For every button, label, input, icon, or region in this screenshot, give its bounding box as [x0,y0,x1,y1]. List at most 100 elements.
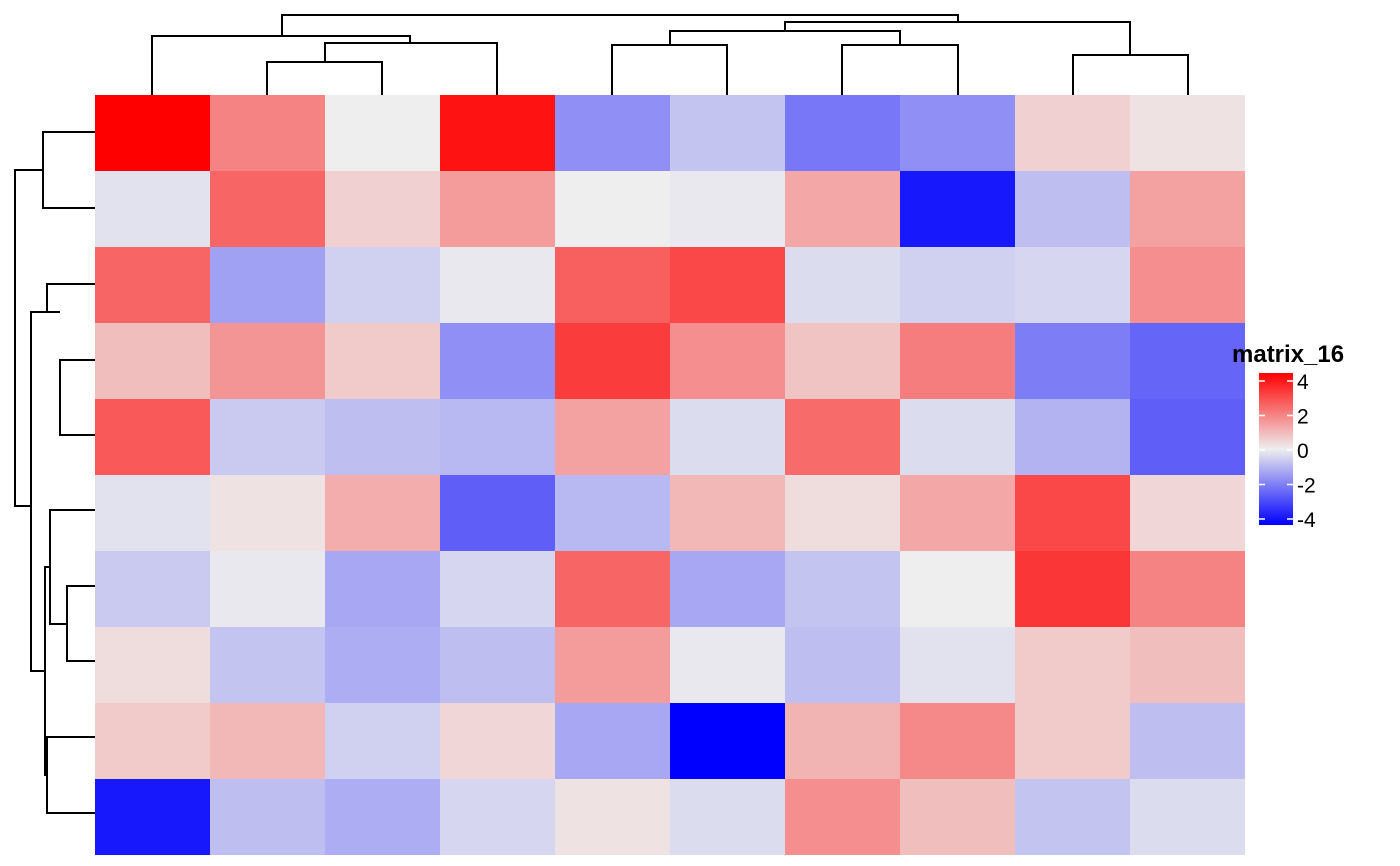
heatmap-cell [325,247,440,323]
heatmap-cell [785,323,900,399]
heatmap-cell [785,627,900,703]
legend-tick-label: 2 [1297,406,1309,429]
heatmap-cell [325,703,440,779]
heatmap-cell [1015,551,1130,627]
heatmap-cell [95,475,210,551]
heatmap-cell [1015,247,1130,323]
heatmap-cell [670,779,785,855]
heatmap-cell [95,171,210,247]
heatmap-cell [210,323,325,399]
heatmap-cell [1130,627,1245,703]
heatmap-cell [555,627,670,703]
column-dendrogram [151,14,1189,95]
heatmap-cell [440,551,555,627]
heatmap-cell [325,323,440,399]
heatmap-cell [210,171,325,247]
heatmap-cell [440,247,555,323]
heatmap-cell [440,475,555,551]
heatmap-cell [785,703,900,779]
heatmap-cell [785,171,900,247]
heatmap-cell [555,399,670,475]
heatmap-cell [670,171,785,247]
legend-tick-label: 4 [1297,371,1309,394]
column-dendrogram-branch [266,61,383,95]
heatmap-cell [670,551,785,627]
heatmap-cell [670,95,785,171]
heatmap-cell [210,399,325,475]
heatmap-cell [325,95,440,171]
row-dendrogram-branch [49,509,95,625]
heatmap-cell [900,779,1015,855]
heatmap-cell [670,399,785,475]
heatmap-cell [1130,551,1245,627]
legend-tick-label: -2 [1297,475,1316,498]
heatmap-cell [900,703,1015,779]
heatmap-cell [95,247,210,323]
heatmap-cell [900,475,1015,551]
heatmap-cell [1015,171,1130,247]
heatmap-cell [785,95,900,171]
heatmap-cell [670,323,785,399]
heatmap-cell [785,475,900,551]
heatmap-cell [900,247,1015,323]
heatmap-cell [440,323,555,399]
column-dendrogram-branch [324,42,498,95]
heatmap-cell [1130,475,1245,551]
heatmap-cell [555,551,670,627]
heatmap-cell [210,551,325,627]
heatmap-cell [900,95,1015,171]
heatmap-cell [210,703,325,779]
heatmap-cell [555,323,670,399]
heatmap-cell [1015,703,1130,779]
heatmap-cell [1015,399,1130,475]
legend-title: matrix_16 [1232,341,1344,368]
heatmap-cell [95,627,210,703]
heatmap-cell [95,399,210,475]
heatmap-cell [440,703,555,779]
heatmap-cell [900,399,1015,475]
heatmap-cell [95,703,210,779]
heatmap-cell [900,171,1015,247]
heatmap-cell [325,475,440,551]
heatmap-cell [1130,323,1245,399]
heatmap-cell [440,171,555,247]
heatmap-cell [1015,627,1130,703]
legend-tick-label: -4 [1297,509,1316,532]
heatmap-cell [785,551,900,627]
heatmap-cell [440,95,555,171]
heatmap-cell [210,475,325,551]
legend-tick-label: 0 [1297,440,1309,463]
heatmap-cell [440,779,555,855]
heatmap-cell [555,247,670,323]
heatmap-cell [440,399,555,475]
heatmap-cell [670,475,785,551]
row-dendrogram-branch [59,359,95,436]
heatmap-cell [785,779,900,855]
row-dendrogram-branch [66,585,95,662]
heatmap-cell [1015,323,1130,399]
heatmap-cell [325,627,440,703]
heatmap-cell [900,551,1015,627]
heatmap-cell [210,627,325,703]
heatmap-cell [1130,95,1245,171]
heatmap-cell [1015,779,1130,855]
heatmap-cell [95,323,210,399]
heatmap-cell [325,171,440,247]
heatmap-cell [555,475,670,551]
heatmap-cell [210,95,325,171]
heatmap-cell [555,95,670,171]
row-dendrogram-branch [14,169,43,507]
heatmap-cells [95,95,1245,855]
heatmap-cell [1130,247,1245,323]
heatmap-cell [1130,171,1245,247]
heatmap-cell [1015,95,1130,171]
row-dendrogram-branch [30,311,47,672]
color-legend: matrix_16 4 2 0 -2 -4 [1232,341,1344,532]
heatmap-cell [95,551,210,627]
heatmap-cell [670,247,785,323]
column-dendrogram-branch [611,44,728,95]
heatmap-cell [325,779,440,855]
column-dendrogram-branch [669,30,901,45]
heatmap-cell [555,171,670,247]
